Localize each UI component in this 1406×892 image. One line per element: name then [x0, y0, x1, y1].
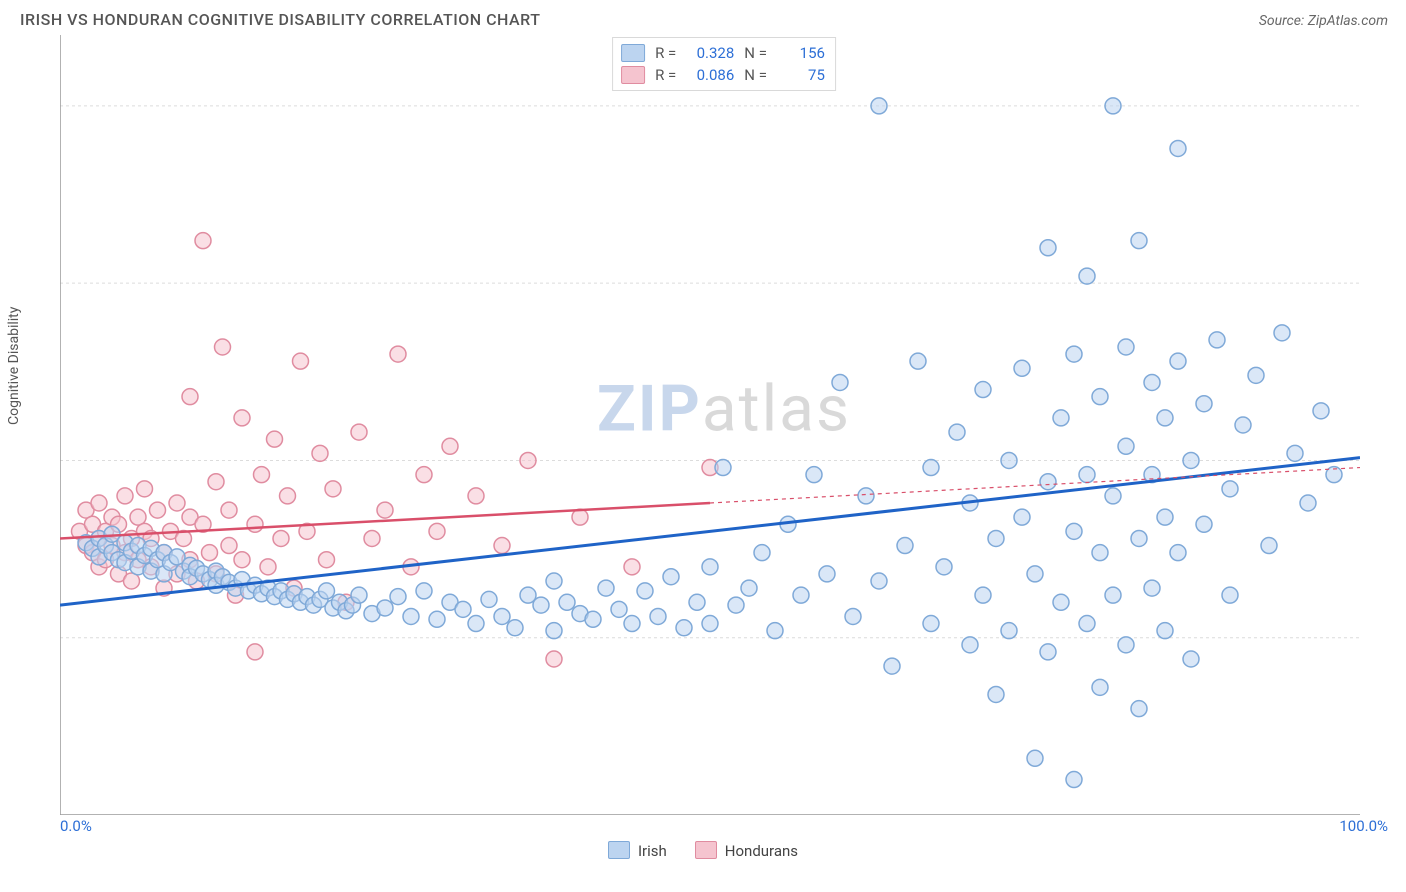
legend-row-irish: R = 0.328 N = 156	[621, 42, 825, 64]
legend-n-label: N =	[744, 42, 767, 64]
legend-row-honduran: R = 0.086 N = 75	[621, 64, 825, 86]
y-axis-label: Cognitive Disability	[6, 307, 22, 425]
stats-legend: R = 0.328 N = 156 R = 0.086 N = 75	[612, 37, 836, 91]
legend-item-irish: Irish	[608, 841, 667, 860]
scatter-chart	[60, 35, 1360, 815]
legend-r-value-irish: 0.328	[686, 42, 734, 64]
x-max-label: 100.0%	[1339, 817, 1388, 835]
legend-n-value-irish: 156	[777, 42, 825, 64]
x-min-label: 0.0%	[60, 817, 92, 835]
legend-item-honduran: Hondurans	[695, 841, 798, 860]
source-label: Source: ZipAtlas.com	[1259, 13, 1388, 29]
legend-n-label: N =	[744, 64, 767, 86]
series-legend: Irish Hondurans	[0, 841, 1406, 860]
legend-swatch-irish	[621, 44, 645, 62]
legend-r-label: R =	[655, 42, 676, 64]
chart-title: IRISH VS HONDURAN COGNITIVE DISABILITY C…	[20, 10, 540, 29]
legend-label-honduran: Hondurans	[725, 842, 798, 860]
x-axis-labels: 0.0% 100.0%	[60, 817, 1388, 835]
legend-n-value-honduran: 75	[777, 64, 825, 86]
legend-swatch-icon	[695, 841, 717, 859]
legend-r-value-honduran: 0.086	[686, 64, 734, 86]
legend-r-label: R =	[655, 64, 676, 86]
plot-area: Cognitive Disability ZIPatlas R = 0.328 …	[20, 35, 1388, 815]
legend-label-irish: Irish	[638, 842, 667, 860]
legend-swatch-honduran	[621, 66, 645, 84]
legend-swatch-icon	[608, 841, 630, 859]
